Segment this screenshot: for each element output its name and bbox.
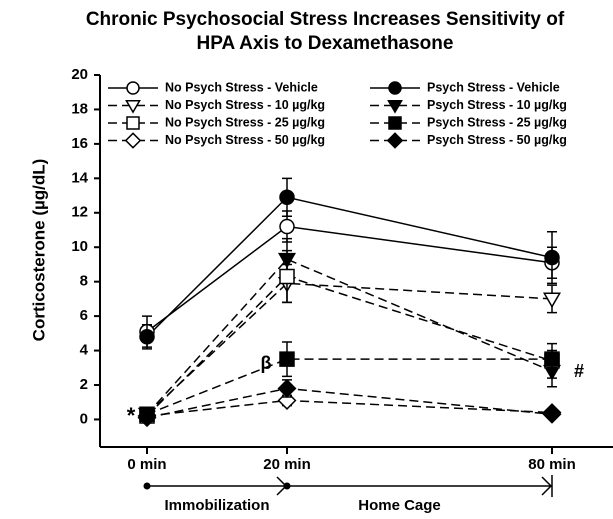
series-line xyxy=(146,282,553,415)
y-tick-label: 12 xyxy=(71,204,88,221)
legend-marker xyxy=(386,132,404,149)
y-tick-label: 0 xyxy=(80,410,88,427)
chart-title: Chronic Psychosocial Stress Increases Se… xyxy=(86,9,565,30)
chart-title: HPA Axis to Dexamethasone xyxy=(197,33,454,54)
marker xyxy=(279,218,295,235)
legend-marker xyxy=(388,116,402,130)
phase-arrow xyxy=(276,475,553,497)
x-tick-label: 20 min xyxy=(263,456,311,473)
y-tick-label: 20 xyxy=(71,66,88,83)
legend-label: Psych Stress - 10 µg/kg xyxy=(427,98,567,112)
phase-dot xyxy=(143,482,151,490)
y-tick-label: 2 xyxy=(80,376,88,393)
x-tick-label: 0 min xyxy=(127,456,166,473)
y-tick-label: 6 xyxy=(80,307,88,324)
legend-marker xyxy=(387,99,403,114)
annotation: β xyxy=(261,353,272,373)
legend-marker xyxy=(126,81,140,95)
series-line xyxy=(146,225,553,333)
annotation: # xyxy=(574,361,584,381)
marker xyxy=(279,189,295,206)
marker xyxy=(542,404,562,424)
legend-label: No Psych Stress - 50 µg/kg xyxy=(165,133,325,147)
marker xyxy=(277,378,297,398)
legend-label: No Psych Stress - Vehicle xyxy=(165,80,318,94)
y-axis-label: Corticosterone (µg/dL) xyxy=(29,159,48,342)
marker xyxy=(544,249,560,266)
series-line xyxy=(146,258,553,415)
marker xyxy=(137,408,157,428)
series-line xyxy=(146,399,553,417)
y-tick-label: 4 xyxy=(80,342,89,359)
y-tick-label: 10 xyxy=(71,238,88,255)
legend-label: No Psych Stress - 10 µg/kg xyxy=(165,98,325,112)
legend-label: Psych Stress - 25 µg/kg xyxy=(427,115,567,129)
legend-marker xyxy=(125,99,141,114)
phase-label: Immobilization xyxy=(165,497,270,514)
y-tick-label: 14 xyxy=(71,169,88,186)
legend-marker xyxy=(388,81,402,95)
x-tick-label: 80 min xyxy=(528,456,576,473)
marker xyxy=(277,391,297,410)
y-tick-label: 18 xyxy=(71,100,88,117)
legend-label: No Psych Stress - 25 µg/kg xyxy=(165,115,325,129)
legend-label: Psych Stress - Vehicle xyxy=(427,80,560,94)
legend-marker xyxy=(124,132,142,149)
marker xyxy=(279,351,295,367)
y-tick-label: 16 xyxy=(71,135,88,152)
marker xyxy=(542,292,562,309)
marker xyxy=(279,268,295,285)
annotation: * xyxy=(127,403,136,428)
legend-marker xyxy=(126,116,140,130)
series-line xyxy=(146,196,553,338)
y-tick-label: 8 xyxy=(80,273,88,290)
marker xyxy=(544,351,560,367)
series-line xyxy=(146,358,552,415)
legend-label: Psych Stress - 50 µg/kg xyxy=(427,133,567,147)
phase-label: Home Cage xyxy=(358,497,441,514)
marker xyxy=(139,329,155,345)
